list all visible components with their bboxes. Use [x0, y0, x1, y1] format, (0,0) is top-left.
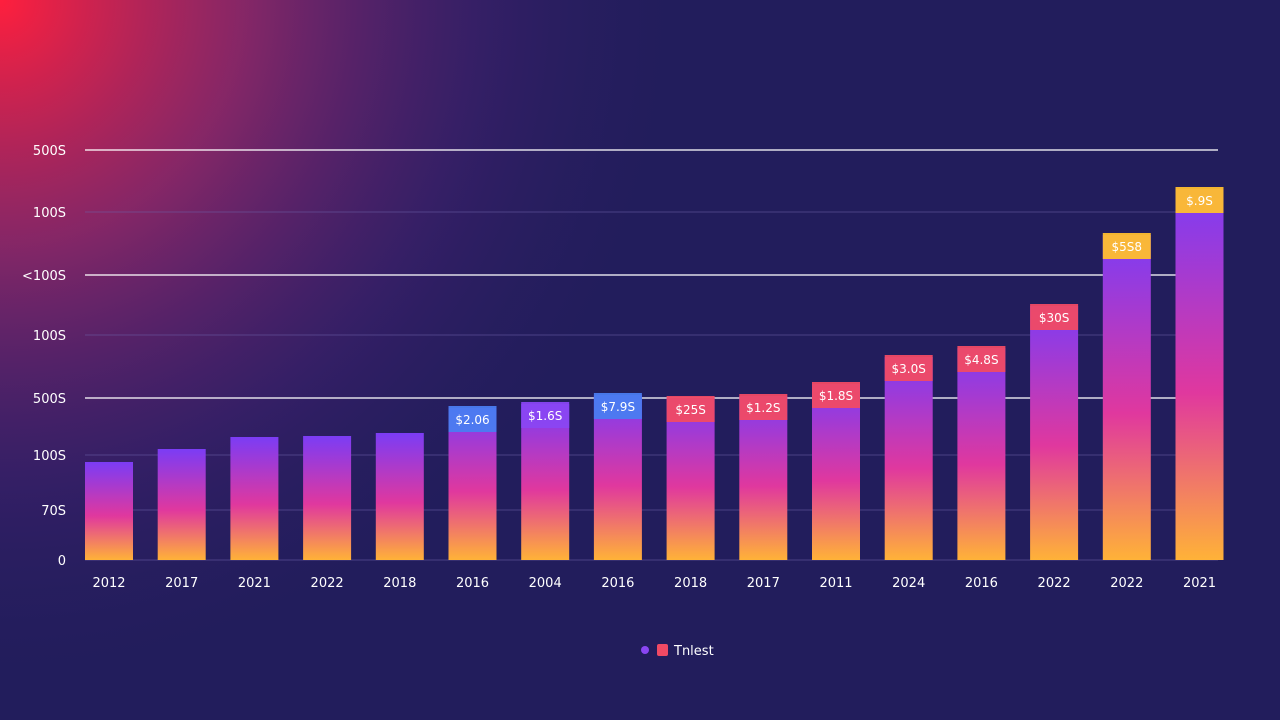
x-tick-label: 2016 [456, 576, 489, 591]
data-label: $.9S [1186, 194, 1213, 208]
y-tick-label: 100S [33, 206, 66, 221]
x-tick-label: 2018 [674, 576, 707, 591]
x-axis-ticks: 2012 2017 2021 2022 2018 2016 2004 2016 2018 2017… [92, 576, 1216, 591]
bar [957, 348, 1006, 560]
legend-label: Tnlest [673, 644, 714, 659]
x-tick-label: 2017 [165, 576, 198, 591]
data-label-box [812, 382, 860, 408]
x-tick-label: 2021 [238, 576, 271, 591]
bar [303, 436, 352, 560]
x-tick-label: 2024 [892, 576, 925, 591]
data-label: $4.8S [964, 353, 998, 367]
legend-swatch [657, 644, 668, 656]
y-tick-label: <100S [22, 269, 66, 284]
data-label-box [739, 394, 788, 420]
data-label: $1.8S [819, 389, 853, 403]
y-tick-label: 0 [58, 554, 66, 569]
legend: Tnlest [641, 644, 714, 659]
data-label-box [521, 402, 570, 428]
data-label: $3.0S [892, 362, 926, 376]
data-label: $5S8 [1112, 240, 1143, 254]
data-label-box [1175, 187, 1224, 213]
data-label: $7.9S [601, 400, 635, 414]
x-tick-label: 2011 [819, 576, 852, 591]
x-tick-label: 2004 [529, 576, 562, 591]
bar [375, 433, 424, 560]
bar [739, 396, 788, 560]
x-tick-label: 2022 [1038, 576, 1071, 591]
x-tick-label: 2012 [92, 576, 125, 591]
data-label-box [884, 355, 933, 381]
y-tick-label: 500S [33, 392, 66, 407]
data-label-box [448, 406, 497, 432]
bar [85, 462, 133, 560]
bar [230, 437, 279, 560]
x-tick-label: 2022 [1110, 576, 1143, 591]
bars: $2.06 $1.6S $7.9S $25S $1.2S $1.8S $3.0S $4.8S $… [85, 187, 1224, 560]
data-label-box [593, 393, 642, 419]
data-label: $2.06 [455, 413, 489, 427]
bar [812, 384, 860, 560]
x-tick-label: 2018 [383, 576, 416, 591]
x-tick-label: 2022 [311, 576, 344, 591]
legend-dot-icon [641, 646, 649, 654]
y-axis-ticks: 0 70S 100S 500S 100S <100S 100S 500S [22, 144, 66, 569]
bar [1030, 306, 1079, 560]
bar [593, 395, 642, 560]
bar [1175, 189, 1224, 560]
x-tick-label: 2016 [601, 576, 634, 591]
y-tick-label: 100S [33, 329, 66, 344]
bar [157, 449, 206, 560]
y-tick-label: 500S [33, 144, 66, 159]
x-tick-label: 2021 [1183, 576, 1216, 591]
bar [884, 357, 933, 560]
data-label: $25S [675, 403, 706, 417]
x-tick-label: 2017 [747, 576, 780, 591]
data-label-box [666, 396, 715, 422]
data-label-box [957, 346, 1006, 372]
x-tick-label: 2016 [965, 576, 998, 591]
bar [1102, 235, 1151, 560]
data-label: $30S [1039, 311, 1070, 325]
data-label: $1.2S [746, 401, 780, 415]
bar [448, 408, 497, 560]
y-tick-label: 70S [41, 504, 66, 519]
data-label-box [1102, 233, 1151, 259]
bar [521, 404, 570, 560]
data-label: $1.6S [528, 409, 562, 423]
bar [666, 398, 715, 560]
y-tick-label: 100S [33, 449, 66, 464]
data-label-box [1030, 304, 1079, 330]
